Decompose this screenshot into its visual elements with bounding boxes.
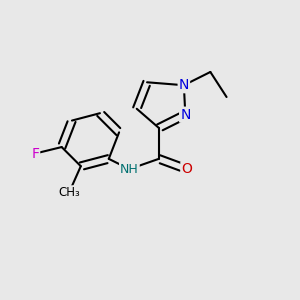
Text: CH₃: CH₃ bbox=[58, 186, 80, 199]
Text: NH: NH bbox=[120, 163, 139, 176]
Text: N: N bbox=[179, 78, 189, 92]
Text: N: N bbox=[180, 108, 190, 122]
Text: O: O bbox=[182, 162, 192, 176]
Text: F: F bbox=[31, 146, 39, 161]
